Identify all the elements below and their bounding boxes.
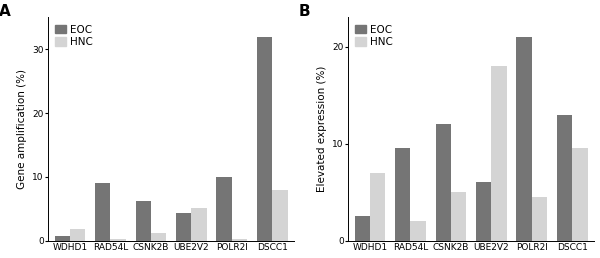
- Bar: [55, 236, 70, 241]
- Bar: [176, 213, 191, 241]
- Bar: [95, 183, 110, 241]
- Bar: [110, 239, 126, 241]
- Legend: EOC, HNC: EOC, HNC: [53, 23, 95, 50]
- Bar: [517, 37, 532, 241]
- Bar: [557, 115, 572, 241]
- Bar: [151, 233, 166, 241]
- Text: B: B: [299, 4, 310, 19]
- Bar: [191, 207, 207, 241]
- Bar: [532, 197, 547, 241]
- Bar: [355, 216, 370, 241]
- Text: A: A: [0, 4, 10, 19]
- Bar: [436, 124, 451, 241]
- Bar: [217, 177, 232, 241]
- Legend: EOC, HNC: EOC, HNC: [353, 23, 395, 50]
- Bar: [395, 148, 410, 241]
- Bar: [370, 173, 385, 241]
- Bar: [476, 182, 491, 241]
- Bar: [572, 148, 587, 241]
- Bar: [451, 192, 466, 241]
- Bar: [70, 229, 85, 241]
- Bar: [136, 201, 151, 241]
- Bar: [410, 221, 426, 241]
- Bar: [257, 37, 272, 241]
- Y-axis label: Elevated expression (%): Elevated expression (%): [317, 66, 326, 192]
- Bar: [232, 239, 247, 241]
- Y-axis label: Gene amplification (%): Gene amplification (%): [17, 69, 26, 189]
- Bar: [272, 190, 287, 241]
- Bar: [491, 66, 507, 241]
